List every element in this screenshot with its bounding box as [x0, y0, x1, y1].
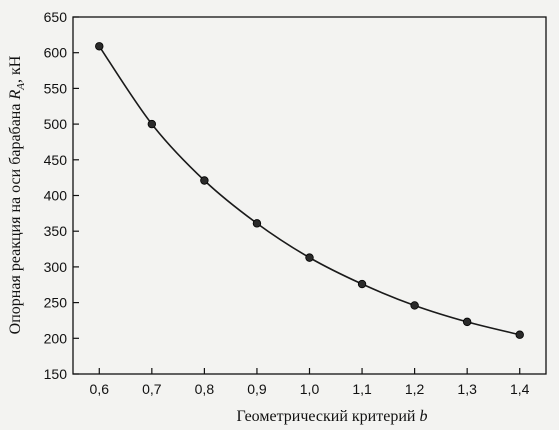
data-point [357, 279, 367, 289]
x-tick-label: 0,9 [247, 381, 267, 397]
y-tick-label: 550 [44, 80, 68, 96]
y-tick-label: 650 [44, 9, 68, 25]
data-point [252, 219, 262, 228]
x-ticks: 0,6 0,7 0,8 0,9 1,0 1,1 1,2 1,3 1,4 [90, 368, 530, 397]
series-line [98, 45, 520, 336]
y-tick-label: 150 [44, 366, 68, 382]
y-tick-label: 250 [44, 295, 68, 311]
x-tick-label: 1,0 [300, 381, 320, 397]
data-point [305, 253, 314, 262]
y-tick-label: 600 [44, 45, 68, 61]
x-tick-label: 1,3 [457, 381, 477, 397]
y-tick-label: 300 [44, 259, 68, 275]
x-axis-title: Геометрический критерий b [237, 408, 428, 425]
data-point [515, 330, 524, 339]
y-tick-label: 350 [44, 223, 68, 239]
y-tick-label: 450 [44, 152, 68, 168]
x-tick-label: 0,8 [195, 381, 215, 397]
y-tick-label: 500 [44, 116, 68, 132]
data-point [200, 176, 209, 185]
y-tick-label: 400 [44, 188, 68, 204]
data-point [147, 119, 157, 129]
data-point [410, 301, 419, 310]
y-axis-title: Опорная реакция на оси барабана RA, кН [7, 55, 27, 334]
markers [95, 42, 524, 339]
x-tick-label: 1,4 [510, 381, 530, 397]
y-tick-label: 200 [44, 330, 68, 346]
x-tick-label: 0,7 [142, 381, 162, 397]
x-tick-label: 0,6 [90, 381, 110, 397]
data-point [462, 317, 472, 327]
x-tick-label: 1,2 [405, 381, 425, 397]
data-point [95, 42, 104, 51]
y-ticks: 150 200 250 300 350 400 450 500 550 600 650 [44, 9, 79, 382]
x-tick-label: 1,1 [352, 381, 372, 397]
